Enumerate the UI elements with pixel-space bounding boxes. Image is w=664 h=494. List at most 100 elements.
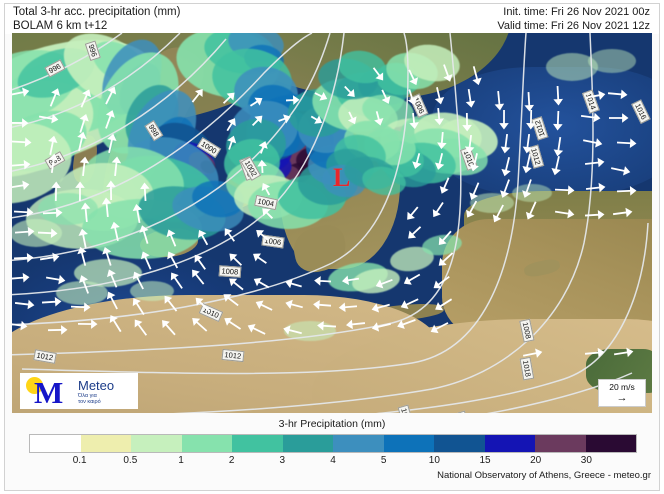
wind-arrow-icon [38, 113, 59, 123]
precipitation-cell [470, 193, 514, 213]
wind-arrow-icon [373, 110, 383, 126]
wind-arrow-icon [47, 325, 68, 336]
wind-arrow-icon [553, 86, 563, 106]
wind-arrow-icon [167, 251, 179, 269]
wind-arrow-icon [46, 275, 66, 285]
colorbar-segment [535, 435, 586, 452]
wind-arrow-icon [14, 253, 34, 263]
wind-arrow-icon [312, 300, 331, 310]
wind-arrow-icon [346, 319, 366, 329]
precipitation-cell [588, 49, 636, 73]
wind-arrow-icon [105, 86, 116, 105]
wind-arrow-icon [371, 303, 390, 313]
wind-arrow-icon [436, 132, 447, 150]
wind-arrow-icon [466, 200, 478, 218]
wind-arrow-icon [372, 67, 384, 81]
wind-arrow-icon [499, 109, 510, 130]
wind-arrow-icon [316, 321, 336, 331]
wind-arrow-icon [464, 135, 475, 154]
meteo-logo[interactable]: M Meteo Όλα για τον καιρό [20, 373, 138, 409]
colorbar-segment [484, 435, 535, 452]
wind-arrow-icon [224, 228, 235, 242]
wind-arrow-icon [256, 230, 269, 241]
wind-arrow-icon [139, 225, 149, 244]
wind-arrow-icon [192, 318, 208, 332]
wind-arrow-icon [555, 185, 575, 196]
wind-arrow-icon [229, 253, 242, 266]
wind-arrow-icon [524, 91, 534, 112]
wind-arrow-icon [616, 138, 637, 148]
wind-arrow-icon [48, 153, 59, 174]
wind-arrow-icon [408, 69, 418, 86]
colorbar-segment [585, 435, 636, 452]
wind-arrow-icon [140, 250, 152, 270]
wind-arrow-icon [409, 112, 419, 129]
wind-arrow-icon [278, 114, 291, 124]
wind-arrow-icon [407, 89, 417, 106]
model-subtitle: BOLAM 6 km t+12 [13, 19, 108, 32]
colorbar-segment [282, 435, 333, 452]
wind-arrow-icon [526, 109, 537, 130]
wind-arrow-icon [435, 87, 445, 105]
logo-tagline-2: τον καιρό [78, 399, 101, 405]
wind-arrow-icon [310, 115, 323, 124]
wind-arrow-icon [412, 153, 422, 170]
wind-arrow-icon [261, 182, 271, 195]
map-title-block: Total 3-hr acc. precipitation (mm) BOLAM… [13, 6, 180, 33]
wind-arrow-icon [613, 348, 634, 358]
colorbar-tick-label: 20 [530, 455, 542, 466]
wind-arrow-icon [47, 136, 58, 156]
wind-arrow-icon: → [616, 392, 628, 404]
wind-arrow-icon [13, 207, 34, 218]
map-time-block: Init. time: Fri 26 Nov 2021 00z Valid ti… [497, 6, 650, 33]
wind-arrow-icon [376, 279, 394, 289]
colorbar-tick-label: 0.5 [123, 455, 138, 466]
colorbar-tick-label: 0.1 [72, 455, 87, 466]
wind-arrow-icon [12, 87, 30, 97]
wind-arrow-icon [133, 271, 145, 290]
wind-arrow-icon [228, 278, 244, 291]
colorbar-segment [333, 435, 384, 452]
wind-arrow-icon [313, 276, 331, 287]
wind-arrow-icon [101, 197, 112, 218]
credit-text: National Observatory of Athens, Greece -… [437, 470, 651, 481]
wind-arrow-icon [42, 207, 63, 218]
wind-arrow-icon [106, 268, 118, 288]
wind-arrow-icon [468, 182, 480, 201]
wind-arrow-icon [78, 228, 89, 248]
wind-arrow-icon [608, 113, 629, 123]
wind-arrow-icon [255, 300, 273, 311]
wind-arrow-icon [12, 137, 32, 148]
wind-arrow-icon [522, 153, 532, 173]
wind-arrow-icon [79, 156, 90, 177]
wind-arrow-icon [107, 134, 118, 154]
wind-arrow-icon [439, 230, 452, 245]
wind-arrow-icon [522, 133, 533, 153]
wind-arrow-icon [586, 90, 606, 101]
wind-arrow-icon [344, 85, 355, 98]
wind-arrow-icon [226, 118, 236, 132]
wind-arrow-icon [469, 153, 479, 172]
weather-map[interactable]: 9969969989981000100210021004100610061008… [12, 33, 652, 413]
colorbar-tick-label: 3 [279, 455, 286, 466]
colorbar-tick-label: 1 [178, 455, 184, 466]
wind-arrow-icon [76, 131, 87, 151]
colorbar-segment [232, 435, 283, 452]
wind-arrow-icon [408, 225, 422, 239]
wind-arrow-icon [252, 253, 267, 265]
wind-arrow-icon [552, 110, 563, 130]
colorbar-tick-label: 2 [228, 455, 235, 466]
wind-arrow-icon [106, 291, 118, 310]
wind-arrow-icon [523, 348, 543, 358]
wind-arrow-icon [347, 111, 357, 125]
wind-arrow-icon [49, 88, 60, 107]
wind-arrow-icon [585, 348, 605, 358]
wind-arrow-icon [198, 230, 209, 246]
colorbar [29, 434, 637, 453]
wind-arrow-icon [501, 156, 511, 177]
wind-arrow-icon [12, 118, 29, 128]
meteo-monogram-icon: M [34, 375, 63, 410]
wind-arrow-icon [105, 109, 116, 129]
wind-arrow-icon [472, 65, 482, 85]
